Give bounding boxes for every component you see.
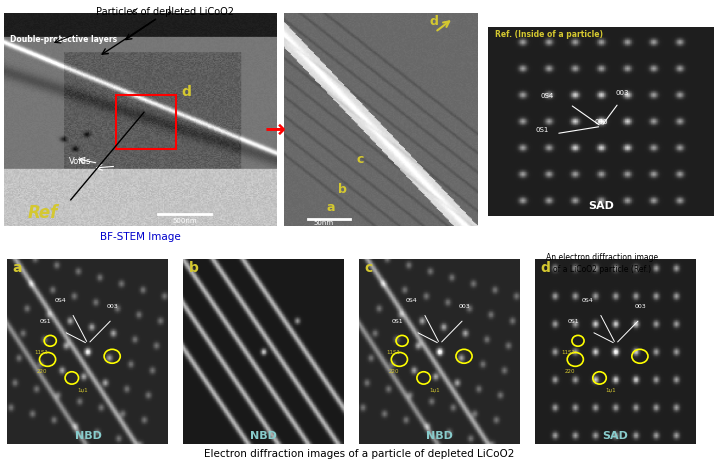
Text: 0Ѕ4: 0Ѕ4 xyxy=(406,297,418,302)
Text: c: c xyxy=(356,153,364,166)
Text: 500nm: 500nm xyxy=(172,217,197,223)
Text: 0Ѕ1: 0Ѕ1 xyxy=(567,319,579,324)
Text: 0Ѕ1: 0Ѕ1 xyxy=(39,319,51,324)
Text: 1џ1: 1џ1 xyxy=(78,387,88,391)
Text: a: a xyxy=(13,261,22,275)
Text: Electron diffraction images of a particle of depleted LiCoO2: Electron diffraction images of a particl… xyxy=(204,448,514,457)
Text: b: b xyxy=(338,183,347,196)
Text: 0Ѕ4: 0Ѕ4 xyxy=(55,297,66,302)
Text: d: d xyxy=(182,85,192,99)
Text: ↓: ↓ xyxy=(165,6,174,16)
Text: →: → xyxy=(264,118,286,142)
Bar xyxy=(116,96,176,150)
Text: 0Ѕ1: 0Ѕ1 xyxy=(535,126,549,132)
Text: b: b xyxy=(188,261,198,275)
Text: Ref: Ref xyxy=(27,203,57,221)
Text: NBD: NBD xyxy=(426,430,453,440)
Text: 003: 003 xyxy=(615,90,629,96)
Text: 220: 220 xyxy=(564,368,575,373)
Text: c: c xyxy=(364,261,373,275)
Text: 11Ѕ1: 11Ѕ1 xyxy=(562,350,576,354)
Text: d: d xyxy=(429,14,438,27)
Text: Double-protective layers: Double-protective layers xyxy=(9,35,116,44)
Text: 0Ѕ4: 0Ѕ4 xyxy=(582,297,594,302)
Text: SAD: SAD xyxy=(588,200,615,210)
Text: 1џ1: 1џ1 xyxy=(429,387,439,391)
Text: 220: 220 xyxy=(388,368,399,373)
Text: SAD: SAD xyxy=(602,430,629,440)
Text: 003: 003 xyxy=(635,303,646,308)
Text: Voids: Voids xyxy=(69,157,91,166)
Text: 003: 003 xyxy=(459,303,470,308)
Text: 11Ѕ1: 11Ѕ1 xyxy=(386,350,400,354)
Text: NBD: NBD xyxy=(75,430,101,440)
Text: 50nm: 50nm xyxy=(314,220,334,226)
Text: a: a xyxy=(326,201,335,214)
Text: 1џ1: 1џ1 xyxy=(605,387,615,391)
Text: ↙: ↙ xyxy=(129,6,139,16)
Text: 220: 220 xyxy=(37,368,47,373)
Text: 0Ѕ4: 0Ѕ4 xyxy=(541,93,554,99)
Text: NBD: NBD xyxy=(251,430,277,440)
Text: 11Ѕ1: 11Ѕ1 xyxy=(34,350,48,354)
Text: BF-STEM Image: BF-STEM Image xyxy=(100,232,180,242)
Text: An electron diffraction image
of a LiCoO2 particle (Ref.): An electron diffraction image of a LiCoO… xyxy=(546,252,658,273)
Text: Ref. (Inside of a particle): Ref. (Inside of a particle) xyxy=(495,30,603,38)
Text: 000: 000 xyxy=(595,119,608,125)
Text: 0Ѕ1: 0Ѕ1 xyxy=(391,319,403,324)
Text: Particles of depleted LiCoO2: Particles of depleted LiCoO2 xyxy=(96,7,234,17)
Text: d: d xyxy=(540,261,550,275)
Text: 003: 003 xyxy=(107,303,118,308)
